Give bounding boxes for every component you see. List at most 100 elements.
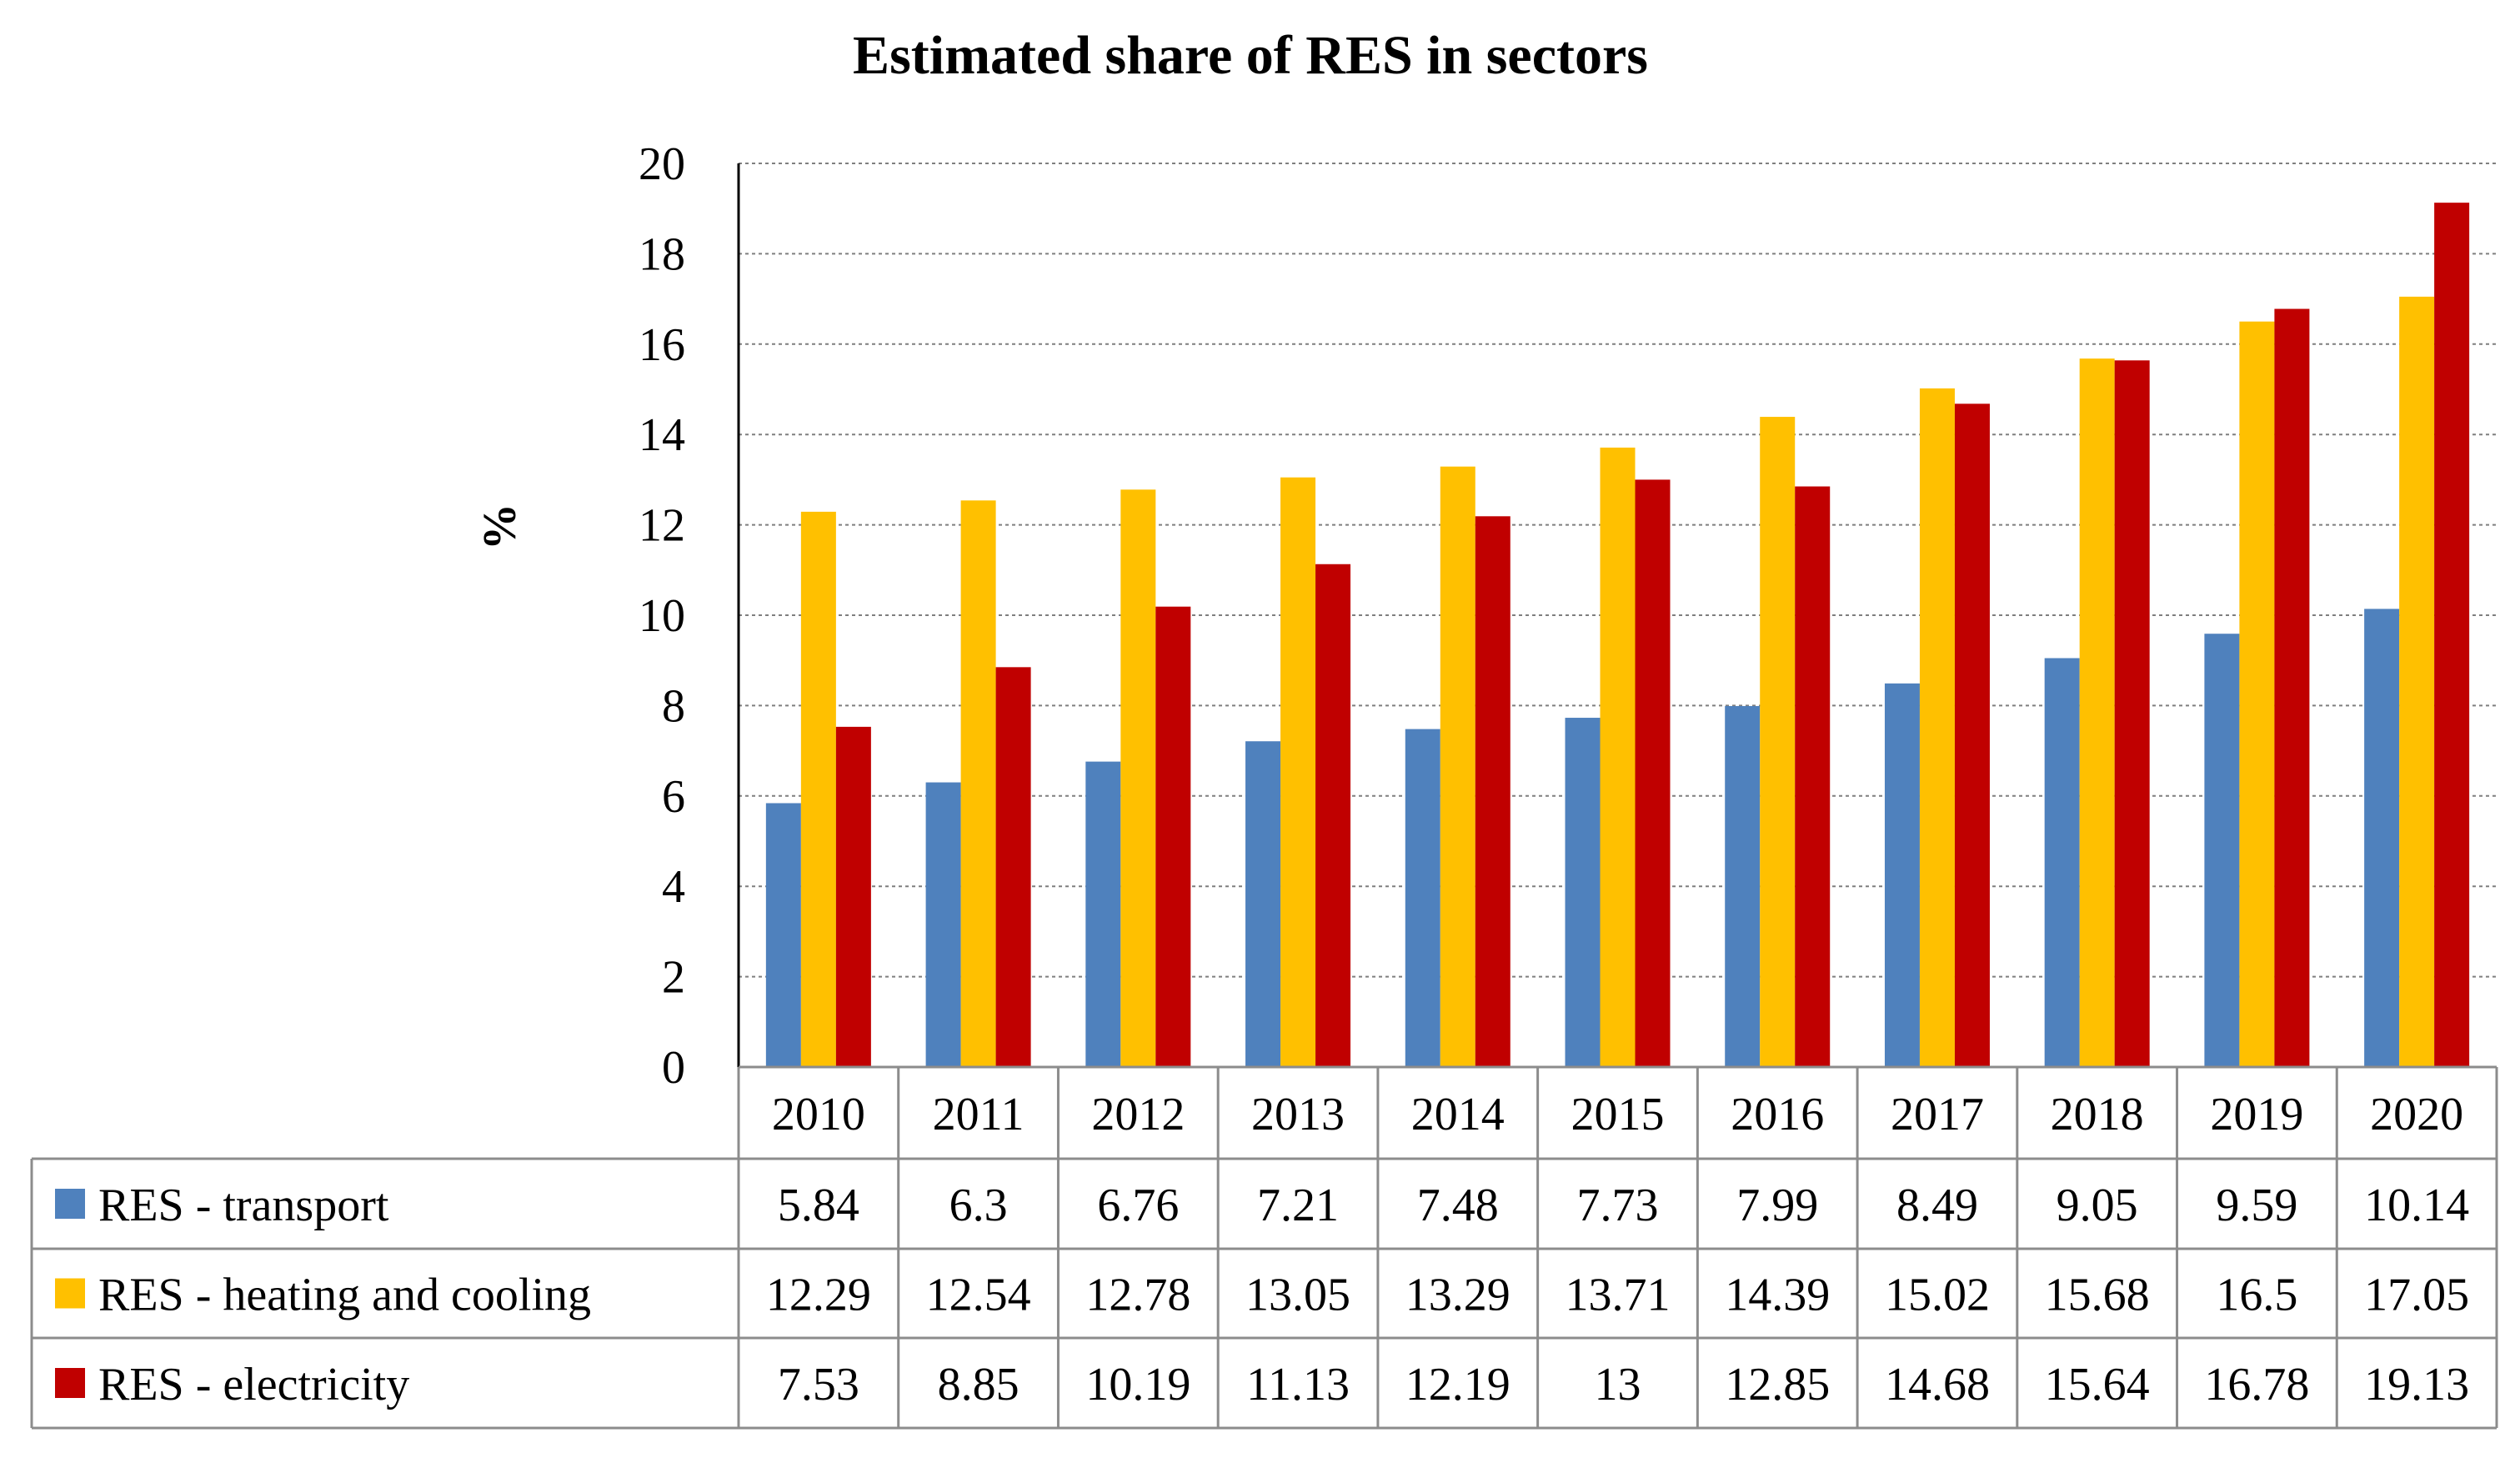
x-category-label: 2020 [2370,1089,2463,1140]
x-category-label: 2013 [1251,1089,1345,1140]
data-table-value: 11.13 [1246,1359,1350,1410]
bar [1280,477,1316,1067]
data-table-value: 10.14 [2364,1180,2469,1231]
bar [1315,564,1351,1067]
bar [1155,606,1191,1067]
bar [1475,516,1510,1067]
data-table-value: 13.71 [1566,1270,1671,1321]
bar [2364,609,2400,1067]
data-table-value: 13 [1595,1359,1641,1410]
data-table-value: 12.29 [766,1270,871,1321]
x-category-label: 2012 [1091,1089,1185,1140]
bar [1440,466,1475,1067]
bar [2399,296,2435,1067]
x-category-label: 2010 [772,1089,865,1140]
data-table-value: 12.54 [926,1270,1031,1321]
data-table-value: 7.73 [1577,1180,1659,1231]
bar [1725,705,1761,1067]
data-table-value: 15.64 [2045,1359,2150,1410]
x-category-label: 2016 [1731,1089,1824,1140]
legend-swatch [55,1368,85,1398]
bar [835,726,871,1067]
bars [765,203,2470,1067]
data-table-value: 7.99 [1736,1180,1818,1231]
bar [2114,360,2150,1067]
data-table-value: 8.85 [938,1359,1020,1410]
bar [2204,634,2240,1067]
data-table-value: 9.05 [2057,1180,2138,1231]
chart-title: Estimated share of RES in sectors [853,25,1648,86]
data-table: 2010 2011 2012 2013 2014 2015 2016 2017 2018 2019… [30,1065,2498,1430]
x-category-label: 2014 [1411,1089,1505,1140]
y-tick-label: 4 [662,861,685,913]
data-table-value: 15.02 [1885,1270,1990,1321]
legend-label: RES - transport [98,1180,389,1231]
legend-label: RES - electricity [98,1359,409,1410]
y-tick-label: 14 [639,409,685,461]
y-tick-label: 16 [639,319,685,371]
legend-swatch [55,1189,85,1219]
bar [925,782,961,1067]
bar [960,500,996,1067]
bar [1085,761,1121,1067]
bar [1405,729,1440,1067]
bar [2044,658,2080,1067]
y-tick-label: 8 [662,680,685,732]
data-table-value: 7.53 [778,1359,859,1410]
y-axis-label: % [474,504,526,550]
data-table-value: 12.85 [1725,1359,1830,1410]
bar [1245,741,1281,1067]
bar [995,667,1031,1067]
data-table-value: 19.13 [2364,1359,2469,1410]
x-category-label: 2018 [2051,1089,2144,1140]
y-tick-label: 12 [639,500,685,552]
bar [1919,388,1955,1067]
data-table-value: 13.29 [1405,1270,1510,1321]
data-table-value: 16.5 [2216,1270,2297,1321]
y-tick-label: 0 [662,1042,685,1094]
bar [800,511,836,1067]
legend-swatch [55,1278,85,1309]
legend-label: RES - heating and cooling [98,1270,591,1321]
x-category-label: 2019 [2210,1089,2303,1140]
bar [1565,718,1601,1067]
bar [2079,358,2115,1067]
bar [1600,447,1636,1067]
data-table-value: 16.78 [2204,1359,2309,1410]
bar [1954,403,1990,1067]
bar [2239,321,2275,1067]
x-category-label: 2011 [933,1089,1025,1140]
bar [1120,489,1156,1067]
bar [1760,417,1796,1067]
x-category-label: 2015 [1571,1089,1665,1140]
data-table-value: 14.39 [1725,1270,1830,1321]
bar [1884,683,1920,1067]
data-table-value: 17.05 [2364,1270,2469,1321]
bar [1635,479,1671,1067]
bar [765,803,801,1067]
data-table-value: 15.68 [2045,1270,2150,1321]
data-table-value: 7.48 [1417,1180,1499,1231]
data-table-value: 10.19 [1085,1359,1190,1410]
data-table-value: 14.68 [1885,1359,1990,1410]
data-table-value: 6.76 [1097,1180,1179,1231]
y-tick-label: 6 [662,771,685,823]
y-axis-ticks: 0 2 4 6 8 10 12 14 16 18 20 [639,138,685,1094]
data-table-value: 12.19 [1405,1359,1510,1410]
bar [2274,308,2310,1067]
y-tick-label: 2 [662,952,685,1004]
data-table-value: 7.21 [1257,1180,1339,1231]
data-table-value: 5.84 [778,1180,859,1231]
x-category-label: 2017 [1891,1089,1984,1140]
bar [2434,203,2470,1067]
data-table-value: 8.49 [1896,1180,1978,1231]
data-table-value: 6.3 [949,1180,1008,1231]
y-tick-label: 10 [639,590,685,642]
data-table-value: 12.78 [1085,1270,1190,1321]
y-tick-label: 18 [639,228,685,280]
data-table-value: 9.59 [2216,1180,2297,1231]
y-tick-label: 20 [639,138,685,190]
bar [1795,486,1831,1067]
data-table-value: 13.05 [1245,1270,1350,1321]
